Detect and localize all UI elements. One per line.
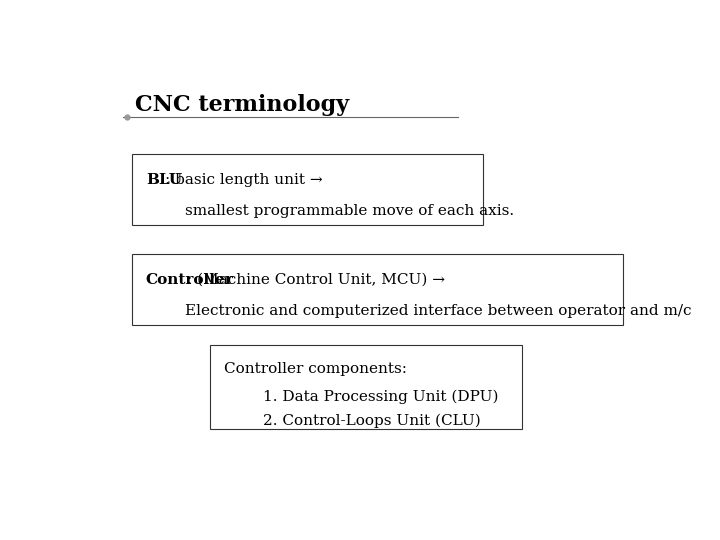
Text: : basic length unit →: : basic length unit → <box>165 173 323 187</box>
Text: smallest programmable move of each axis.: smallest programmable move of each axis. <box>145 204 514 218</box>
Text: 2. Control-Loops Unit (CLU): 2. Control-Loops Unit (CLU) <box>224 414 481 428</box>
Text: CNC terminology: CNC terminology <box>135 94 348 116</box>
FancyBboxPatch shape <box>210 346 523 429</box>
FancyBboxPatch shape <box>132 254 623 325</box>
Text: Controller: Controller <box>145 273 233 287</box>
Text: 1. Data Processing Unit (DPU): 1. Data Processing Unit (DPU) <box>224 389 498 403</box>
Text: Electronic and computerized interface between operator and m/c: Electronic and computerized interface be… <box>145 304 691 318</box>
Text: : (Machine Control Unit, MCU) →: : (Machine Control Unit, MCU) → <box>186 273 444 287</box>
FancyBboxPatch shape <box>132 154 483 225</box>
Text: BLU: BLU <box>145 173 182 187</box>
Text: Controller components:: Controller components: <box>224 362 407 376</box>
